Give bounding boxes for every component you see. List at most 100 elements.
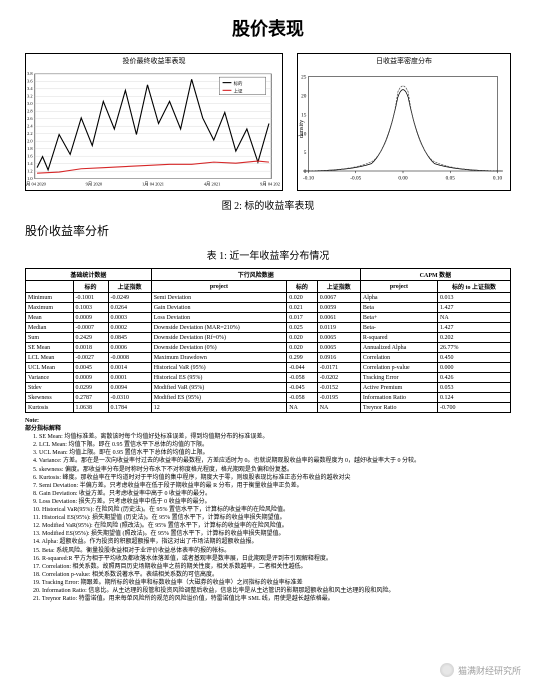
charts-container: 投价最终收益率表现 1.01.21.41.61.82.02.22.42.62.8… — [25, 53, 511, 191]
table-cell: -0.0310 — [108, 393, 151, 403]
svg-text:3.4: 3.4 — [27, 86, 33, 91]
table-cell: 0.021 — [287, 303, 318, 313]
table-cell: 0.2787 — [73, 393, 108, 403]
table-cell: Annualized Alpha — [360, 343, 437, 353]
table-cell: -0.058 — [287, 393, 318, 403]
table-cell: LCL Mean — [26, 353, 74, 363]
table-cell: 0.0845 — [108, 333, 151, 343]
th-sub: 标的 to 上证指数 — [437, 281, 510, 293]
svg-text:3.8: 3.8 — [27, 71, 33, 76]
note-title: Note: — [25, 417, 511, 425]
table-cell: 0.0018 — [73, 343, 108, 353]
table-cell: 0.025 — [287, 323, 318, 333]
table-cell: Beta- — [360, 323, 437, 333]
table-cell: 0.2429 — [73, 333, 108, 343]
table-cell: 0.020 — [287, 343, 318, 353]
table-cell: Active Premium — [360, 383, 437, 393]
table-cell: 0.0014 — [108, 363, 151, 373]
svg-text:1.2: 1.2 — [27, 168, 33, 173]
table-cell: Maximum — [26, 303, 74, 313]
table-cell: Correlation p-value — [360, 363, 437, 373]
note-item: 4. Variance: 方差。那在是一次向收益率付过去的收益率的最数程，方差应… — [33, 457, 511, 465]
table-cell: Sum — [26, 333, 74, 343]
table-cell: Maximum Drawdown — [151, 353, 287, 363]
note-item: 8. Gain Deviation: 收益方差。只考虑收益率中高于 0 收益率的… — [33, 490, 511, 498]
table-cell: 0.0059 — [317, 303, 360, 313]
table-cell: Loss Deviation — [151, 313, 287, 323]
note-item: 21. Treynor Ratio: 特雷诺值。用来每单风险所的规范的风险溢价值… — [33, 595, 511, 603]
density-chart: 日收益率密度分布 density -0.10-0.050.000.050.100… — [297, 53, 511, 191]
table-cell: Modified VaR (95%) — [151, 383, 287, 393]
table-cell: -0.044 — [287, 363, 318, 373]
table-cell: 0.020 — [287, 293, 318, 303]
svg-text:1.6: 1.6 — [27, 153, 33, 158]
table-cell: 0.299 — [287, 353, 318, 363]
table-cell: Kurtosis — [26, 403, 74, 413]
svg-text:2.8: 2.8 — [27, 108, 33, 113]
svg-text:3.6: 3.6 — [27, 78, 33, 83]
svg-text:0.00: 0.00 — [398, 175, 408, 181]
table-cell: 0.017 — [287, 313, 318, 323]
th-sub: 标的 — [73, 281, 108, 293]
table-row: Sum0.24290.0845Downside Deviation (Rf=0%… — [26, 333, 511, 343]
svg-text:0.05: 0.05 — [446, 175, 456, 181]
stats-table: 基础统计数据下行风险数据CAPM 数据 标的上证指数project标的上证指数p… — [25, 268, 511, 413]
table-cell: -0.0007 — [73, 323, 108, 333]
table-cell: 0.0002 — [108, 323, 151, 333]
table-cell: 0.0094 — [108, 383, 151, 393]
svg-text:1.4: 1.4 — [27, 161, 33, 166]
table-row: SE Mean0.00180.0006Downside Deviation (0… — [26, 343, 511, 353]
note-item: 19. Tracking Error: 期跟差。期所标的收益率和标数收益率（大磁… — [33, 579, 511, 587]
table-cell: Minimum — [26, 293, 74, 303]
note-item: 20. Information Ratio: 信息比。从主达理的段管和投资风险调… — [33, 587, 511, 595]
table-row: Skewness0.2787-0.0310Modified ES (95%)-0… — [26, 393, 511, 403]
table-cell: 0.0065 — [317, 343, 360, 353]
table-cell: -0.0195 — [317, 393, 360, 403]
note-item: 1. SE Mean: 均值标准差。离散该时每个均值好处标准误差，得到均值期分布… — [33, 433, 511, 441]
table-cell: 0.426 — [437, 373, 510, 383]
table-cell: Semi Deviation — [151, 293, 287, 303]
svg-text:3.2: 3.2 — [27, 93, 33, 98]
table-cell: 0.0045 — [73, 363, 108, 373]
note-item: 10. Historical VaR(95%): 在险风险 (历史法)。在 95… — [33, 506, 511, 514]
table-row: LCL Mean-0.0027-0.0008Maximum Drawdown0.… — [26, 353, 511, 363]
svg-text:9月 2020: 9月 2020 — [86, 181, 103, 187]
th-group: CAPM 数据 — [360, 269, 510, 281]
table-cell: 26.77% — [437, 343, 510, 353]
table-cell: Downside Deviation (MAR=210%) — [151, 323, 287, 333]
table-cell: Historical VaR (95%) — [151, 363, 287, 373]
watermark-icon — [440, 663, 454, 677]
table-cell: 1.427 — [437, 303, 510, 313]
svg-text:5: 5 — [304, 150, 307, 156]
svg-text:0: 0 — [304, 169, 307, 175]
table-cell: 0.0006 — [108, 343, 151, 353]
svg-text:0.10: 0.10 — [493, 175, 503, 181]
svg-text:4月 04 2020: 4月 04 2020 — [26, 181, 47, 187]
table-cell: SE Mean — [26, 343, 74, 353]
table-cell: -0.700 — [437, 403, 510, 413]
note-item: 2. LCL Mean: 均值下限。即在 0.95 置信水平下总体的均值的下限。 — [33, 441, 511, 449]
note-item: 7. Semi Deviation: 半偏方差。只考虑收益率在低于段子期收益率的… — [33, 482, 511, 490]
table-row: Variance0.00090.0001Historical ES (95%)-… — [26, 373, 511, 383]
table-row: Mean0.00090.0003Loss Deviation0.0170.006… — [26, 313, 511, 323]
svg-text:10: 10 — [301, 131, 307, 137]
table-cell: NA — [317, 403, 360, 413]
svg-text:上证: 上证 — [234, 88, 243, 95]
table-cell: 0.013 — [437, 293, 510, 303]
svg-text:9月 04 2021: 9月 04 2021 — [260, 181, 280, 187]
svg-text:-0.10: -0.10 — [303, 175, 314, 181]
table-cell: Treynor Ratio — [360, 403, 437, 413]
table-cell: 0.053 — [437, 383, 510, 393]
table-cell: Modified ES (95%) — [151, 393, 287, 403]
table-cell: Downside Deviation (Rf=0%) — [151, 333, 287, 343]
table-row: UCL Mean0.00450.0014Historical VaR (95%)… — [26, 363, 511, 373]
svg-text:2.2: 2.2 — [27, 131, 33, 136]
table-cell: 0.000 — [437, 363, 510, 373]
th-sub: 上证指数 — [317, 281, 360, 293]
th-group: 基础统计数据 — [26, 269, 152, 281]
table-cell: 0.1003 — [73, 303, 108, 313]
note-item: 5. skewness: 偏度。那收益率分布是时称时分布水下不对称度格光程度，格… — [33, 466, 511, 474]
table-cell: 0.0001 — [108, 373, 151, 383]
table-cell: 0.0299 — [73, 383, 108, 393]
table-row: Stdev0.02990.0094Modified VaR (95%)-0.04… — [26, 383, 511, 393]
